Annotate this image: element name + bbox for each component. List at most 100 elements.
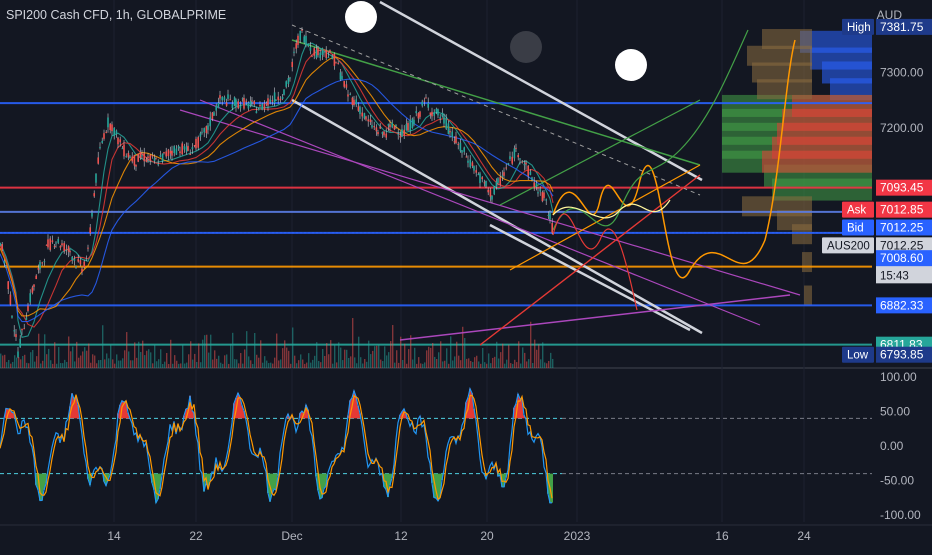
candle-body xyxy=(43,261,46,263)
volume-profile-neutral xyxy=(752,62,812,83)
candle-body xyxy=(127,152,130,158)
volume-bar xyxy=(492,357,494,368)
volume-bar xyxy=(54,342,56,368)
volume-bar xyxy=(236,359,238,368)
volume-bar xyxy=(442,361,444,368)
axis-label-value: 7012.25 xyxy=(880,220,924,234)
candle-body xyxy=(119,139,121,143)
candle-body xyxy=(423,100,426,102)
volume-bar xyxy=(126,332,128,368)
candle-body xyxy=(129,156,131,159)
candle-body xyxy=(405,123,408,131)
candle-body xyxy=(229,99,231,101)
trendline xyxy=(291,24,701,196)
volume-bar xyxy=(206,334,208,368)
volume-bar xyxy=(72,346,74,368)
candle-body xyxy=(489,189,492,197)
candle-body xyxy=(349,93,351,95)
candle-body xyxy=(509,156,511,160)
volume-bar xyxy=(140,352,142,368)
moving-average-line xyxy=(0,49,554,328)
volume-profile-neutral xyxy=(762,29,812,50)
candle-body xyxy=(57,239,59,243)
volume-bar xyxy=(362,363,364,368)
volume-bar xyxy=(124,350,126,368)
candle-body xyxy=(431,111,433,117)
axis-label-name: High xyxy=(847,22,871,34)
candle-body xyxy=(75,266,77,268)
volume-bar xyxy=(40,363,42,368)
candle-body xyxy=(537,192,539,194)
candle-body xyxy=(145,159,148,162)
volume-bar xyxy=(156,361,158,368)
candle-body xyxy=(529,171,532,175)
candle-body xyxy=(167,149,170,157)
candle-body xyxy=(251,100,253,102)
candle-body xyxy=(97,157,99,164)
candle-body xyxy=(69,251,71,253)
volume-bar xyxy=(130,360,132,368)
candle-body xyxy=(305,35,307,46)
candle-body xyxy=(451,131,453,138)
volume-bar xyxy=(152,363,154,368)
axis-label-name-box xyxy=(842,219,874,236)
candle-body xyxy=(323,51,325,53)
volume-bar xyxy=(312,359,314,368)
oscillator-tick-label: 100.00 xyxy=(880,370,917,384)
candle-body xyxy=(487,189,489,193)
candle-body xyxy=(143,153,145,162)
candle-body xyxy=(53,246,56,248)
volume-bar xyxy=(470,360,472,368)
candle-body xyxy=(545,199,547,201)
volume-bar xyxy=(414,347,416,368)
candle-body xyxy=(535,183,538,188)
volume-bar xyxy=(316,342,318,368)
time-tick-label: 20 xyxy=(480,529,494,543)
candle-body xyxy=(527,165,529,176)
chart-title: SPI200 Cash CFD, 1h, GLOBALPRIME xyxy=(6,8,227,22)
volume-bar xyxy=(8,359,10,368)
volume-bar xyxy=(108,358,110,368)
volume-bar xyxy=(94,355,96,368)
candle-body xyxy=(401,129,403,137)
candle-body xyxy=(461,150,463,153)
axis-label-name-box xyxy=(842,201,874,218)
candle-body xyxy=(189,154,191,156)
volume-bar xyxy=(398,362,400,368)
volume-bar xyxy=(374,346,376,368)
candle-body xyxy=(415,111,417,114)
candle-body xyxy=(357,106,360,111)
volume-bar xyxy=(272,363,274,368)
volume-bar xyxy=(226,354,228,368)
candle-body xyxy=(271,100,274,102)
candle-body xyxy=(479,173,481,184)
volume-bar xyxy=(368,340,370,368)
candle-body xyxy=(525,162,527,165)
volume-bar xyxy=(214,350,216,368)
candle-body xyxy=(341,75,343,80)
candle-body xyxy=(287,78,290,84)
candle-body xyxy=(209,116,211,127)
candle-body xyxy=(21,328,23,331)
candle-body xyxy=(3,261,6,264)
candle-body xyxy=(275,99,277,101)
volume-bar xyxy=(88,343,90,368)
volume-bar xyxy=(64,359,66,368)
candle-body xyxy=(37,267,40,270)
volume-bar xyxy=(548,360,550,368)
candle-body xyxy=(161,153,164,161)
candle-body xyxy=(117,137,119,145)
axis-label-value-box xyxy=(876,201,932,218)
volume-profile-neutral xyxy=(757,79,812,100)
volume-bar xyxy=(512,363,514,368)
candle-body xyxy=(163,152,165,154)
candle-body xyxy=(443,116,445,124)
volume-bar xyxy=(394,362,396,368)
volume-bar xyxy=(420,363,422,368)
volume-bar xyxy=(200,362,202,368)
candle-body xyxy=(411,118,414,129)
oscillator-tick-label: 0.00 xyxy=(880,439,904,453)
candle-body xyxy=(123,144,125,157)
